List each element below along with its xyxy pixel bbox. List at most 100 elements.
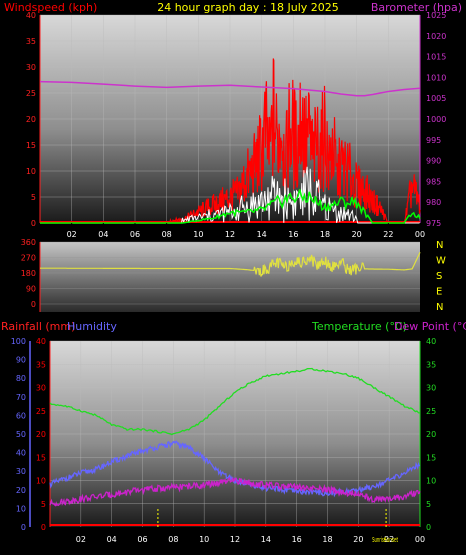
temperature-tick-label: 30	[426, 384, 436, 393]
direction-tick-label: 180	[21, 269, 36, 278]
temp-x-tick-label: 20	[353, 535, 363, 544]
rainfall-tick-label: 20	[36, 430, 46, 439]
temperature-tick-label: 0	[426, 523, 431, 532]
wind-x-tick-label: 22	[383, 230, 393, 239]
wind-x-tick-label: 20	[352, 230, 362, 239]
dew-point-axis-title: Dew Point (°C)	[394, 320, 466, 333]
rainfall-tick-label: 40	[36, 337, 46, 346]
temp-x-tick-label: 14	[261, 535, 271, 544]
wind-direction-line	[40, 252, 421, 277]
temp-x-tick-label: 00	[415, 535, 425, 544]
humidity-tick-label: 10	[16, 504, 26, 513]
windspeed-tick-label: 35	[26, 37, 36, 46]
wind-x-tick-label: 16	[288, 230, 298, 239]
sunrise-label: Sunrise	[372, 536, 386, 544]
direction-tick-label: 270	[21, 254, 36, 263]
page-title: 24 hour graph day : 18 July 2025	[157, 1, 339, 14]
windspeed-tick-labels: 0 5 10 15 20 25 30 35 40	[26, 11, 36, 228]
temperature-tick-label: 15	[426, 453, 436, 462]
barometer-tick-label: 1015	[426, 53, 446, 62]
humidity-tick-label: 30	[16, 467, 26, 476]
rainfall-tick-label: 25	[36, 407, 46, 416]
temperature-axis-title: Temperature (°C)	[311, 320, 407, 333]
direction-tick-label: 90	[26, 285, 36, 294]
direction-tick-label: 0	[31, 300, 36, 309]
windspeed-tick-label: 5	[31, 193, 36, 202]
temperature-tick-label: 20	[426, 430, 436, 439]
wind-x-tick-label: 12	[225, 230, 235, 239]
compass-label: N	[436, 240, 443, 251]
direction-tick-label: 360	[21, 238, 36, 247]
wind-x-tick-label: 18	[320, 230, 330, 239]
humidity-tick-label: 60	[16, 411, 26, 420]
rainfall-tick-label: 30	[36, 384, 46, 393]
wind-x-tick-label: 04	[98, 230, 108, 239]
temp-x-tick-label: 12	[230, 535, 240, 544]
compass-label: W	[436, 256, 446, 267]
humidity-tick-label: 40	[16, 449, 26, 458]
rainfall-tick-label: 35	[36, 360, 46, 369]
temperature-tick-label: 5	[426, 500, 431, 509]
windspeed-axis-title: Windspeed (kph)	[4, 1, 97, 14]
barometer-tick-label: 995	[426, 136, 441, 145]
humidity-axis-title: Humidity	[67, 320, 117, 333]
barometer-tick-label: 1020	[426, 32, 446, 41]
barometer-tick-label: 1000	[426, 115, 446, 124]
compass-label: E	[436, 287, 442, 298]
barometer-axis-title: Barometer (hpa)	[371, 1, 462, 14]
windspeed-tick-label: 40	[26, 11, 36, 20]
compass-label: S	[436, 271, 442, 282]
temp-series	[49, 367, 421, 526]
barometer-tick-label: 1005	[426, 94, 446, 103]
barometer-tick-label: 1025	[426, 11, 446, 20]
humidity-tick-labels: 0 10 20 30 40 50 60 70 80 90 100	[11, 337, 26, 532]
humidity-tick-label: 0	[21, 523, 26, 532]
windspeed-tick-label: 20	[26, 115, 36, 124]
barometer-line	[39, 80, 421, 97]
wind-x-tick-labels: 02 04 06 08 10 12 14 16 18 20 22 00	[67, 223, 425, 239]
temperature-tick-label: 35	[426, 360, 436, 369]
wind-x-tick-label: 10	[193, 230, 203, 239]
windspeed-tick-label: 25	[26, 89, 36, 98]
windspeed-tick-label: 0	[31, 219, 36, 228]
temperature-tick-label: 40	[426, 337, 436, 346]
humidity-tick-label: 100	[11, 337, 26, 346]
rainfall-tick-label: 10	[36, 477, 46, 486]
windspeed-tick-label: 10	[26, 167, 36, 176]
rainfall-tick-label: 15	[36, 453, 46, 462]
sunset-label: Sunset	[384, 536, 398, 544]
humidity-tick-label: 20	[16, 486, 26, 495]
direction-plot-background	[40, 242, 420, 312]
temperature-tick-label: 25	[426, 407, 436, 416]
wind-x-tick-label: 00	[415, 230, 425, 239]
temperature-tick-labels: 0 5 10 15 20 25 30 35 40	[426, 337, 436, 532]
barometer-tick-label: 985	[426, 177, 441, 186]
temp-grid	[50, 340, 420, 527]
temp-x-tick-label: 08	[168, 535, 178, 544]
barometer-tick-label: 980	[426, 198, 441, 207]
rainfall-axis-title: Rainfall (mm)	[1, 320, 75, 333]
temp-x-tick-label: 22	[384, 535, 394, 544]
temperature-line	[49, 367, 421, 436]
wind-x-tick-label: 14	[257, 230, 267, 239]
wind-x-tick-label: 02	[67, 230, 77, 239]
windspeed-tick-label: 30	[26, 63, 36, 72]
dew-point-line	[49, 476, 421, 507]
humidity-tick-label: 50	[16, 430, 26, 439]
temp-x-tick-label: 02	[76, 535, 86, 544]
temp-x-tick-label: 06	[137, 535, 147, 544]
barometer-tick-label: 1010	[426, 73, 446, 82]
temp-x-tick-label: 16	[292, 535, 302, 544]
direction-grid	[40, 241, 420, 305]
rainfall-tick-label: 5	[41, 500, 46, 509]
wind-grid	[40, 14, 420, 223]
humidity-tick-label: 90	[16, 356, 26, 365]
temp-x-tick-label: 10	[199, 535, 209, 544]
temp-x-tick-label: 18	[322, 535, 332, 544]
